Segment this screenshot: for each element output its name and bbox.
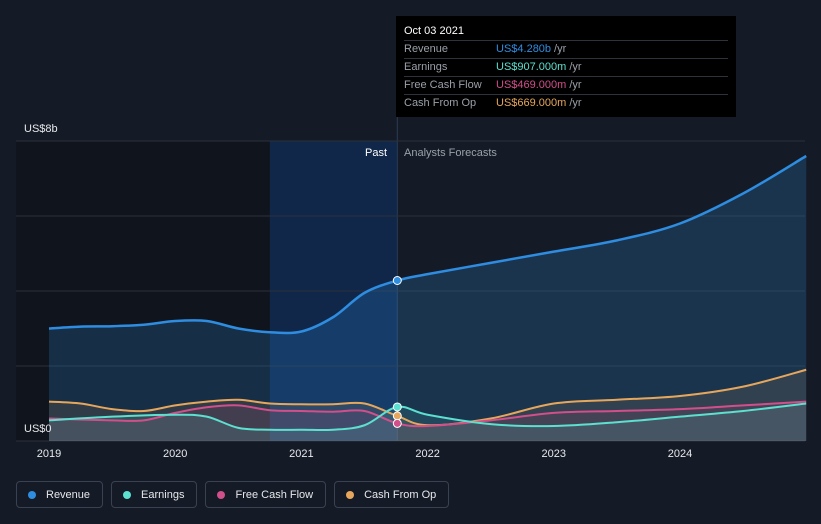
tooltip-unit: /yr [554,43,567,55]
legend-item-earnings[interactable]: Earnings [111,481,198,508]
legend: Revenue Earnings Free Cash Flow Cash Fro… [16,481,450,508]
series-line-earnings [48,402,807,432]
series-line-free-cash-flow [48,400,807,428]
tooltip: Oct 03 2021 Revenue US$4.280b /yr Earnin… [396,16,736,117]
tooltip-label: Cash From Op [404,97,477,109]
tooltip-value: US$4.280b [496,43,552,55]
tooltip-date: Oct 03 2021 [404,25,464,37]
tooltip-label: Revenue [404,43,449,55]
tooltip-row-earnings: Earnings US$907.000m /yr [404,58,728,76]
tooltip-unit: /yr [569,61,582,73]
legend-item-revenue[interactable]: Revenue [16,481,104,508]
tooltip-unit: /yr [569,97,582,109]
tooltip-row-cash-from-op: Cash From Op US$669.000m /yr [404,94,728,112]
series-marker-free-cash-flow [392,418,402,428]
x-tick-label: 2021 [289,448,314,460]
legend-dot-icon [346,490,355,499]
series-area-earnings [49,403,807,441]
tooltip-row-free-cash-flow: Free Cash Flow US$469.000m /yr [404,76,728,94]
series-marker-earnings [392,402,402,412]
series-line-revenue [48,154,807,335]
tooltip-label: Earnings [404,61,448,73]
tooltip-unit: /yr [569,79,582,91]
legend-label: Earnings [141,488,185,501]
tooltip-value: US$669.000m [496,97,567,109]
x-tick-label: 2019 [36,448,62,460]
legend-item-free-cash-flow[interactable]: Free Cash Flow [205,481,327,508]
x-tick-label: 2023 [541,448,567,460]
tooltip-value: US$469.000m [496,79,567,91]
past-label: Past [365,147,388,159]
legend-dot-icon [28,490,36,499]
x-tick-label: 2024 [667,448,693,460]
series-marker-cash-from-op [392,411,402,421]
tooltip-value: US$907.000m [496,61,567,73]
tooltip-row-revenue: Revenue US$4.280b /yr [404,40,728,58]
series-area-revenue [49,156,807,441]
tooltip-label: Free Cash Flow [404,79,482,91]
forecast-label: Analysts Forecasts [404,147,497,159]
x-tick-label: 2022 [415,448,440,460]
legend-label: Free Cash Flow [235,488,314,501]
legend-dot-icon [123,490,132,499]
legend-dot-icon [217,490,226,499]
legend-label: Cash From Op [364,488,437,501]
legend-label: Revenue [46,488,91,501]
x-tick-label: 2020 [162,448,188,460]
y-axis-max-label: US$8b [24,123,58,135]
series-line-cash-from-op [48,368,807,427]
legend-item-cash-from-op[interactable]: Cash From Op [334,481,450,508]
y-axis-min-label: US$0 [24,423,52,435]
series-marker-revenue [392,276,402,285]
